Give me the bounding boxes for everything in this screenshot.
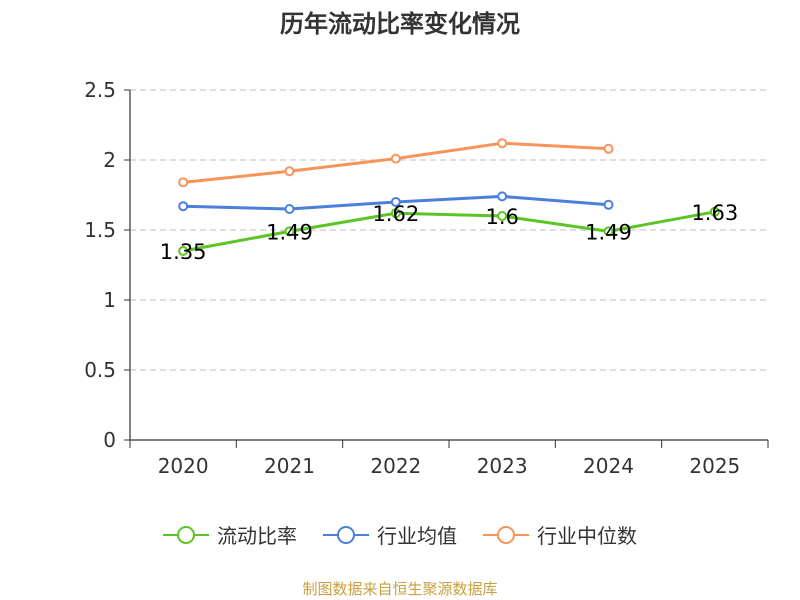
data-label: 1.49 xyxy=(266,220,313,244)
series-line-0 xyxy=(182,210,716,253)
data-label: 1.35 xyxy=(160,240,207,264)
legend-item-current-ratio[interactable]: 流动比率 xyxy=(163,520,297,549)
data-point xyxy=(603,199,614,210)
x-tick-label: 2020 xyxy=(158,454,209,478)
y-tick-label: 2.5 xyxy=(84,78,116,102)
x-tick-label: 2022 xyxy=(370,454,421,478)
data-point xyxy=(709,206,720,217)
data-point xyxy=(603,226,614,237)
chart-title: 历年流动比率变化情况 xyxy=(280,10,520,38)
y-tick-label: 0.5 xyxy=(84,358,116,382)
data-point xyxy=(284,226,295,237)
legend-label: 行业均值 xyxy=(377,524,457,548)
data-point xyxy=(284,166,295,177)
legend-label: 流动比率 xyxy=(217,524,297,548)
legend-item-industry-mean[interactable]: 行业均值 xyxy=(323,520,457,549)
data-point xyxy=(497,138,508,149)
data-point xyxy=(497,211,508,221)
data-label: 1.63 xyxy=(691,201,738,225)
legend: 流动比率 行业均值 行业中位数 xyxy=(0,520,800,549)
data-point xyxy=(178,201,189,212)
data-point xyxy=(603,143,614,154)
data-point xyxy=(390,197,401,207)
x-tick-label: 2023 xyxy=(477,454,528,478)
y-tick-label: 1 xyxy=(103,288,116,312)
data-label: 1.62 xyxy=(372,202,419,226)
legend-item-industry-median[interactable]: 行业中位数 xyxy=(483,520,637,549)
data-label: 1.49 xyxy=(585,220,632,244)
x-tick-label: 2025 xyxy=(689,454,740,478)
data-point xyxy=(178,246,189,256)
x-tick-label: 2021 xyxy=(264,454,315,478)
y-tick-label: 0 xyxy=(103,428,116,452)
data-point xyxy=(284,204,295,214)
legend-line-icon xyxy=(323,525,369,544)
data-point xyxy=(497,191,508,202)
data-point xyxy=(390,208,401,219)
legend-label: 行业中位数 xyxy=(537,524,637,548)
y-tick-label: 2 xyxy=(103,148,116,172)
data-point xyxy=(178,177,189,188)
data-point xyxy=(390,153,401,164)
x-tick-label: 2024 xyxy=(583,454,634,478)
legend-line-icon xyxy=(483,525,529,544)
legend-line-icon xyxy=(163,525,209,544)
data-label: 1.6 xyxy=(485,205,518,229)
y-tick-label: 1.5 xyxy=(84,218,116,242)
source-footer: 制图数据来自恒生聚源数据库 xyxy=(302,580,498,598)
